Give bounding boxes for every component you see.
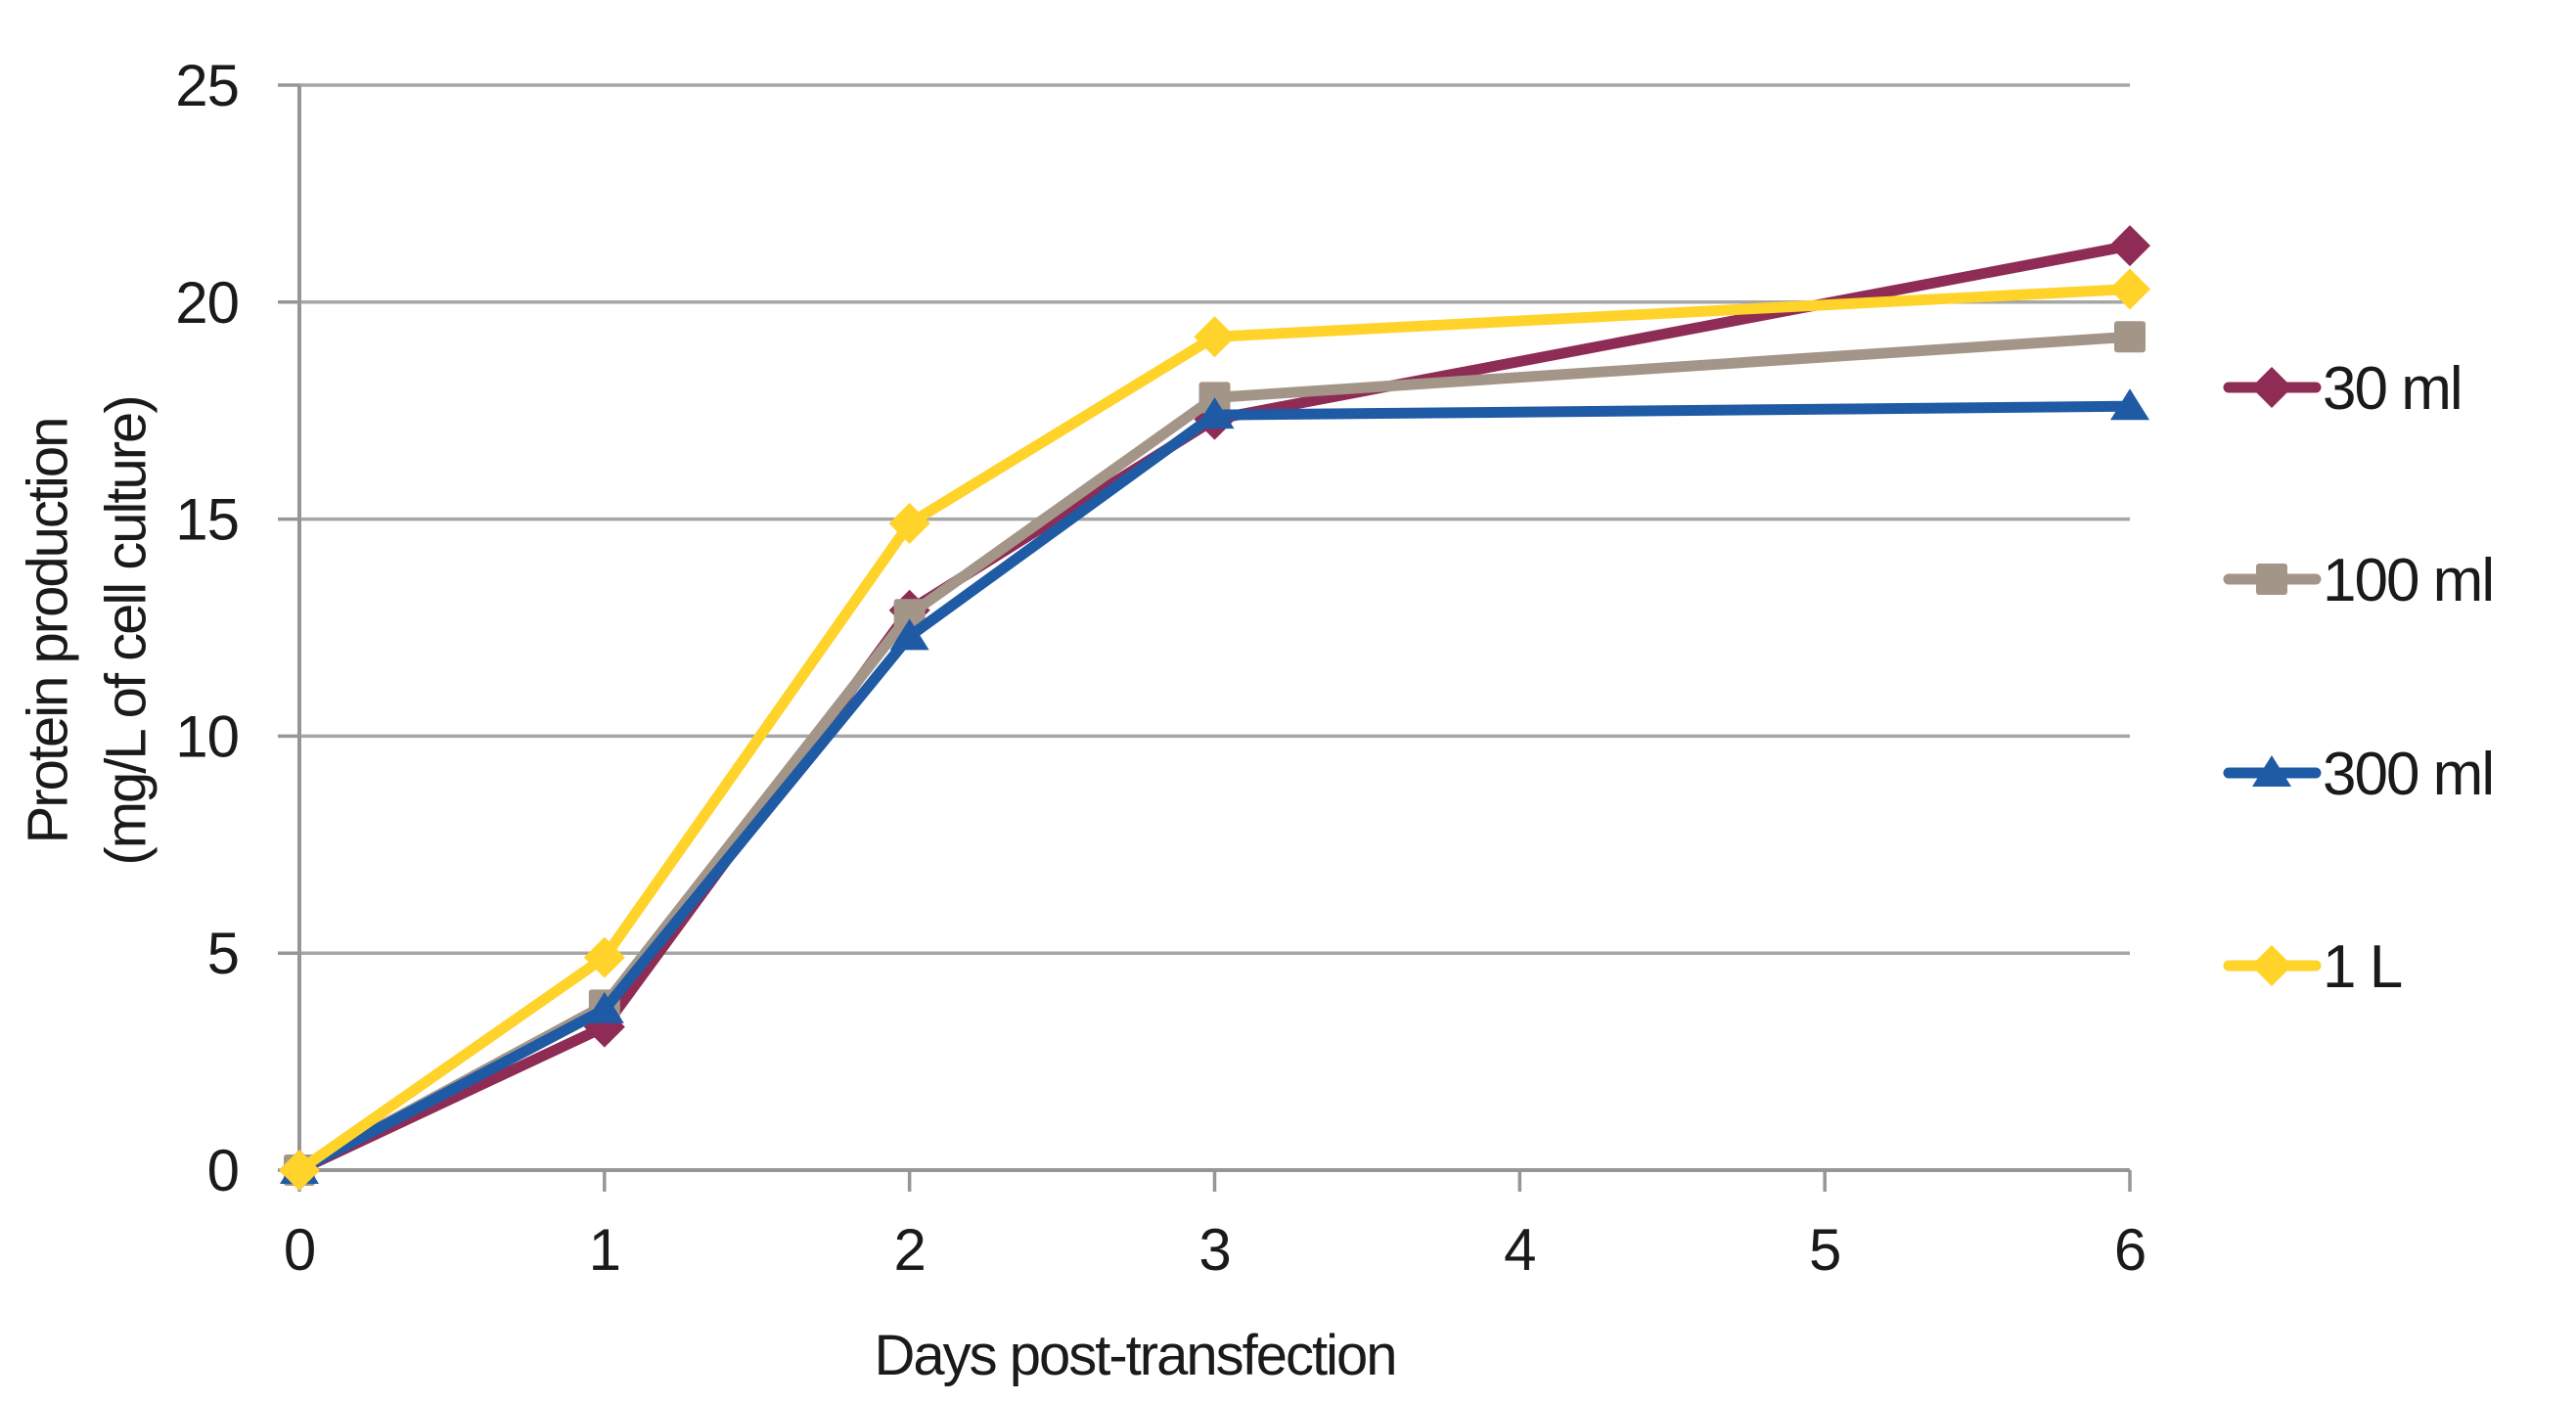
x-tick-label-5: 5 xyxy=(1809,1217,1840,1283)
y-tick-label-10: 10 xyxy=(175,703,239,769)
x-tick-label-0: 0 xyxy=(284,1217,315,1283)
x-axis-title: Days post-transfection xyxy=(874,1324,1395,1387)
data-point-100-ml-day-2 xyxy=(893,599,926,631)
legend-label-2: 300 ml xyxy=(2323,741,2493,808)
data-point-300-ml-day-2 xyxy=(889,618,929,651)
legend-item-30-ml: 30 ml xyxy=(2223,355,2463,423)
series-100-ml xyxy=(284,321,2146,1186)
y-tick-label-25: 25 xyxy=(175,53,239,118)
series-30-ml xyxy=(279,225,2150,1191)
data-point-100-ml-day-6 xyxy=(2114,321,2146,353)
data-point-300-ml-day-3 xyxy=(1195,397,1235,430)
data-point-1-l-day-2 xyxy=(888,503,930,545)
x-tick-label-1: 1 xyxy=(589,1217,620,1283)
series-line-2 xyxy=(294,400,2136,1176)
data-point-300-ml-day-1 xyxy=(584,991,624,1023)
data-point-1-l-day-1 xyxy=(583,936,625,978)
series-1-l xyxy=(279,268,2150,1191)
y-tick-label-0: 0 xyxy=(207,1138,239,1203)
legend-item-100-ml: 100 ml xyxy=(2223,547,2495,614)
data-point-1-l-day-6 xyxy=(2109,268,2150,310)
data-point-1-l-day-0 xyxy=(279,1150,320,1191)
x-tick-label-3: 3 xyxy=(1198,1217,1230,1283)
legend-label-3: 1 L xyxy=(2323,933,2402,1001)
legend-item-1-l: 1 L xyxy=(2223,933,2404,1001)
legend: 30 ml 100 ml 300 ml 1 L xyxy=(2223,355,2495,1001)
x-tick-label-2: 2 xyxy=(893,1217,925,1283)
y-tick-label-20: 20 xyxy=(175,270,239,336)
legend-label-1: 100 ml xyxy=(2323,547,2493,614)
y-axis-title-line2: (mg/L of cell culture) xyxy=(94,396,158,865)
legend-marker-2 xyxy=(2252,755,2291,787)
gridlines xyxy=(299,83,2130,955)
legend-item-300-ml: 300 ml xyxy=(2223,741,2495,808)
x-tick-label-6: 6 xyxy=(2114,1217,2146,1283)
data-point-30-ml-day-6 xyxy=(2109,225,2150,267)
legend-label-0: 30 ml xyxy=(2323,355,2462,423)
y-axis-title-line1: Protein production xyxy=(16,419,79,844)
data-point-1-l-day-3 xyxy=(1194,316,1236,358)
x-tick-label-4: 4 xyxy=(1504,1217,1535,1283)
data-series xyxy=(279,225,2150,1191)
y-tick-label-15: 15 xyxy=(175,487,239,553)
data-point-300-ml-day-6 xyxy=(2110,388,2149,421)
y-tick-label-5: 5 xyxy=(207,921,239,986)
legend-marker-1 xyxy=(2256,564,2287,595)
legend-marker-3 xyxy=(2251,945,2292,986)
tick-labels: 0 5 10 15 20 25 0 1 2 3 4 5 6 xyxy=(175,53,2147,1283)
series-300-ml xyxy=(280,388,2149,1184)
legend-marker-0 xyxy=(2251,367,2292,408)
